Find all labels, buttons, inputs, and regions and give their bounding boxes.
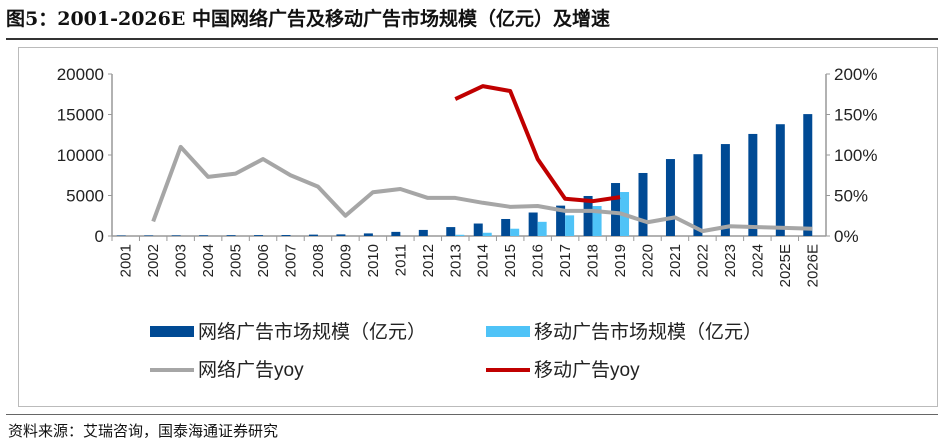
bar-online-ad [803,114,813,236]
x-tick-label: 2006 [255,244,272,277]
x-tick-label: 2016 [530,244,547,277]
x-tick-label: 2003 [173,244,190,277]
x-tick-label: 2014 [475,244,492,277]
x-tick-label: 2024 [749,244,766,277]
x-tick-label: 2019 [612,244,629,277]
x-tick-label: 2018 [585,244,602,277]
x-tick-label: 2007 [283,244,300,277]
x-tick-label: 2022 [694,244,711,277]
bar-online-ad [611,183,621,236]
legend-label: 网络广告yoy [198,359,304,381]
x-tick-label: 2009 [337,244,354,277]
bar-online-ad [446,227,456,236]
x-tick-label: 2026E [804,244,821,287]
figure-title: 图5：2001-2026E 中国网络广告及移动广告市场规模（亿元）及增速 [6,8,610,30]
legend-swatch [150,326,194,337]
right-tick-label: 0% [834,227,859,246]
chart-frame [18,47,938,407]
x-tick-label: 2012 [420,244,437,277]
x-tick-label: 2010 [365,244,382,277]
bar-online-ad [308,234,318,236]
x-tick-label: 2005 [228,244,245,277]
legend-label: 移动广告yoy [534,359,640,381]
footer-rule [6,414,938,415]
line-online-yoy [151,144,813,234]
bar-mobile-ad [482,232,492,236]
x-tick-label: 2023 [722,244,739,277]
bar-mobile-ad [510,228,520,236]
bar-online-ad [501,218,511,236]
bar-online-ad [144,235,154,236]
x-tick-label: 2025E [777,244,794,287]
bar-online-ad [363,233,373,236]
x-tick-label: 2001 [118,244,135,277]
bar-online-ad [336,234,346,236]
bar-online-ad [693,154,703,236]
x-tick-label: 2017 [557,244,574,277]
bar-mobile-ad [455,234,465,236]
source-note: 资料来源：艾瑞咨询，国泰海通证券研究 [8,422,279,440]
legend-label: 移动广告市场规模（亿元） [534,321,762,343]
legend-swatch [486,326,530,337]
left-tick-label: 15000 [57,106,104,125]
bar-online-ad [171,235,181,236]
left-tick-label: 10000 [57,146,104,165]
bar-online-ad [254,235,264,236]
bar-online-ad [473,223,483,236]
x-tick-label: 2004 [200,244,217,277]
legend-label: 网络广告市场规模（亿元） [198,321,426,343]
bar-online-ad [775,124,785,236]
bar-online-ad [556,205,566,236]
bar-mobile-ad [537,221,547,236]
line-mobile-yoy [454,84,621,204]
right-tick-label: 200% [834,65,877,84]
right-tick-label: 50% [834,187,868,206]
bar-mobile-ad [592,206,602,236]
bar-online-ad [281,235,291,236]
x-tick-label: 2013 [447,244,464,277]
right-tick-label: 100% [834,146,877,165]
x-tick-label: 2008 [310,244,327,277]
bar-online-ad [665,159,675,236]
bar-online-ad [391,231,401,236]
right-tick-label: 150% [834,106,877,125]
bar-online-ad [528,212,538,236]
bar-online-ad [638,172,648,236]
x-tick-label: 2011 [392,244,409,276]
bar-online-ad [199,235,209,236]
left-tick-label: 0 [95,227,104,246]
x-tick-label: 2015 [502,244,519,277]
x-tick-label: 2002 [145,244,162,277]
bar-mobile-ad [565,215,575,236]
x-tick-label: 2021 [667,244,684,277]
bar-online-ad [226,235,236,236]
bar-online-ad [748,133,758,236]
left-tick-label: 5000 [66,187,104,206]
bar-online-ad [583,195,593,236]
left-tick-label: 20000 [57,65,104,84]
bar-online-ad [720,144,730,236]
bar-online-ad [418,229,428,236]
title-rule [6,38,938,40]
x-tick-label: 2020 [640,244,657,277]
